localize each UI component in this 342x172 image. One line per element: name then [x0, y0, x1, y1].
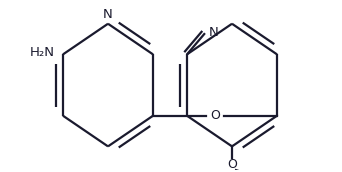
- Text: O: O: [210, 109, 220, 122]
- Text: N: N: [209, 26, 219, 39]
- Text: H₂N: H₂N: [30, 46, 55, 59]
- Text: O: O: [227, 158, 237, 171]
- Text: N: N: [103, 8, 113, 21]
